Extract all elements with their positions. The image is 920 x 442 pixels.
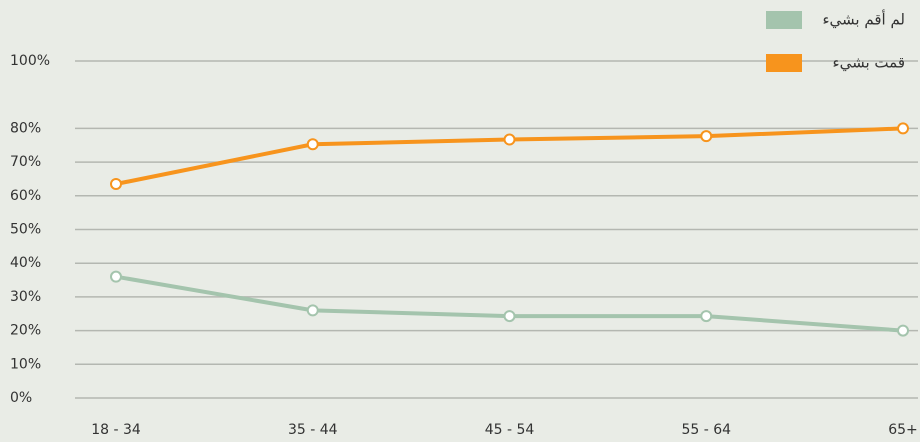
data-point xyxy=(503,133,516,146)
y-tick-label: 50% xyxy=(10,222,41,238)
legend-swatch xyxy=(766,11,802,29)
y-tick-label: 20% xyxy=(10,323,41,339)
legend-swatch xyxy=(766,54,802,72)
y-tick-label: 10% xyxy=(10,356,41,372)
y-tick-label: 0% xyxy=(10,390,32,406)
legend-label: لم أقم بشيء xyxy=(822,10,905,30)
data-point xyxy=(503,310,516,323)
data-point xyxy=(306,304,319,317)
x-tick-label: 45 - 54 xyxy=(485,422,535,438)
x-tick-label: 65+ xyxy=(888,422,918,438)
data-point xyxy=(306,138,319,151)
data-point xyxy=(897,122,909,135)
y-tick-label: 40% xyxy=(10,255,41,271)
data-point xyxy=(897,324,909,337)
x-tick-label: 35 - 44 xyxy=(288,422,338,438)
y-tick-label: 70% xyxy=(10,154,41,170)
y-tick-label: 80% xyxy=(10,120,41,136)
series-line xyxy=(115,274,904,333)
y-tick-label: 60% xyxy=(10,188,41,204)
y-tick-label: 30% xyxy=(10,289,41,305)
data-point xyxy=(700,130,713,143)
data-point xyxy=(110,178,122,191)
y-tick-label: 100% xyxy=(10,53,50,69)
data-point xyxy=(110,270,122,283)
legend-label: قمت بشيء xyxy=(833,54,905,73)
x-tick-label: 18 - 34 xyxy=(91,422,141,438)
data-point xyxy=(700,310,713,323)
x-tick-label: 55 - 64 xyxy=(681,422,731,438)
